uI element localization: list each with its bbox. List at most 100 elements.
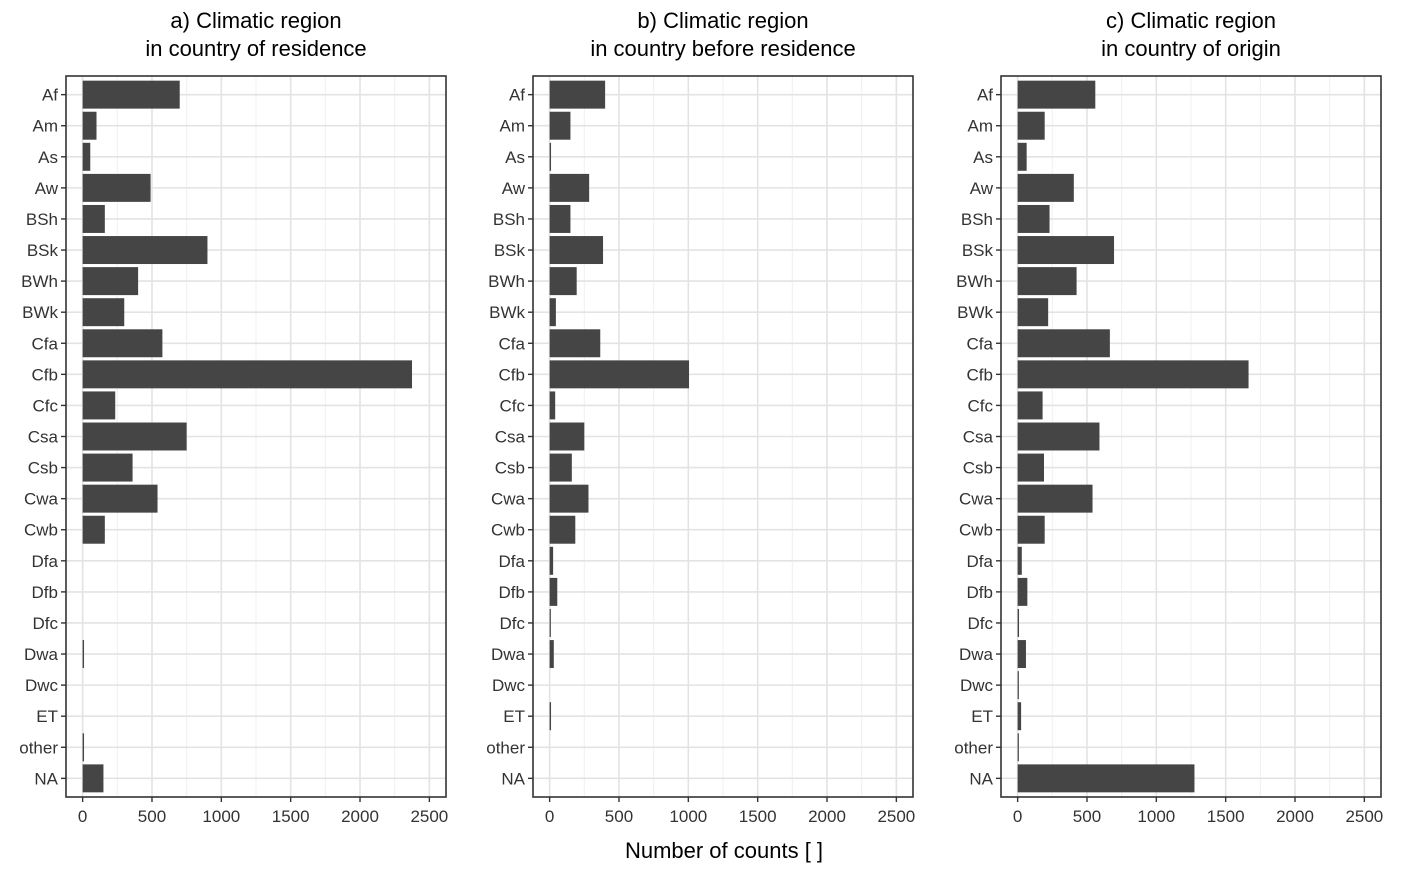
bar-Cfc [82,391,116,420]
y-tick-label: Cwa [959,490,994,509]
bar-Dfb [549,577,558,606]
bar-BSh [549,204,571,233]
x-tick-label: 1000 [669,807,707,826]
y-tick-label: Dfc [968,614,994,633]
bar-Csb [1017,453,1044,482]
panel-title-line: a) Climatic region [170,8,341,33]
bar-Csa [549,422,585,451]
bar-Aw [549,173,590,202]
y-tick-label: BSh [26,210,58,229]
y-tick-label: Dwc [960,676,994,695]
bar-Dfa [1017,546,1022,575]
y-tick-label: Cfa [32,334,59,353]
x-tick-label: 0 [1013,807,1022,826]
y-tick-label: NA [34,769,58,788]
y-tick-label: Dwa [959,645,994,664]
y-tick-label: Dfa [499,552,526,571]
y-tick-label: BSk [27,241,59,260]
bar-Am [1017,111,1045,140]
bar-Aw [82,173,151,202]
bar-Cfb [1017,360,1249,389]
bar-Dwc [1017,671,1019,700]
y-tick-label: Cwa [491,490,526,509]
panel-title-line: in country before residence [590,36,855,61]
panel-title-line: in country of origin [1101,36,1281,61]
x-tick-label: 2500 [410,807,448,826]
y-tick-label: Csb [495,459,525,478]
y-tick-label: BSk [962,241,994,260]
x-tick-label: 1000 [202,807,240,826]
y-tick-label: Am [500,117,526,136]
bar-Cwa [82,484,158,513]
bar-BWk [1017,298,1049,327]
bar-As [82,142,91,171]
bar-Dwa [82,640,85,669]
y-tick-label: Dwa [491,645,526,664]
y-tick-label: BWh [956,272,993,291]
y-tick-label: other [954,738,993,757]
x-tick-label: 1000 [1137,807,1175,826]
bar-Af [1017,80,1096,109]
bar-BSk [1017,236,1115,265]
y-tick-label: Cfb [967,365,993,384]
y-tick-label: Dfc [500,614,526,633]
y-tick-label: ET [36,707,58,726]
bar-Am [549,111,571,140]
x-tick-label: 0 [545,807,554,826]
bar-Csb [549,453,572,482]
bar-Csa [1017,422,1100,451]
y-tick-label: Cfc [500,396,526,415]
y-tick-label: Af [42,86,58,105]
bar-As [1017,142,1027,171]
bar-BSk [549,236,604,265]
y-tick-label: As [38,148,58,167]
bar-Cwb [549,515,576,544]
x-tick-label: 0 [78,807,87,826]
y-tick-label: As [973,148,993,167]
panel-residence: Af Am As Aw BSh BSk BWh BWk Cfa Cfb Cfc Csa Csb Cwa Cw… [19,8,448,826]
bar-BSk [82,236,208,265]
x-axis-title: Number of counts [ ] [625,838,823,863]
y-tick-label: Dwa [24,645,59,664]
bar-Aw [1017,173,1074,202]
y-tick-label: Dfb [967,583,993,602]
bar-BWk [82,298,125,327]
x-tick-label: 1500 [272,807,310,826]
y-tick-label: Cfa [499,334,526,353]
y-tick-label: BWk [957,303,993,322]
bar-Dwa [549,640,554,669]
x-tick-label: 2000 [341,807,379,826]
bar-Dfb [1017,577,1028,606]
bar-Af [549,80,606,109]
y-tick-label: NA [501,769,525,788]
y-tick-label: ET [503,707,525,726]
bar-NA [82,764,104,793]
y-tick-label: Cwb [491,521,525,540]
y-tick-label: Af [977,86,993,105]
x-tick-label: 2500 [1345,807,1383,826]
y-tick-label: Dfa [32,552,59,571]
bar-BSh [1017,204,1050,233]
y-tick-label: Dwc [492,676,526,695]
y-tick-label: Af [509,86,525,105]
bar-ET [549,702,552,731]
y-tick-label: Dfb [32,583,58,602]
bar-Dfc [549,608,551,637]
y-tick-label: ET [971,707,993,726]
bar-BSh [82,204,105,233]
y-tick-label: Am [968,117,994,136]
x-tick-label: 2000 [808,807,846,826]
bar-Cfb [82,360,413,389]
y-tick-label: Dfa [967,552,994,571]
bar-Cwb [82,515,105,544]
y-tick-label: other [486,738,525,757]
bar-BWk [549,298,556,327]
panel-before-residence: Af Am As Aw BSh BSk BWh BWk Cfa Cfb Cfc Csa Csb Cwa Cw… [486,8,915,826]
y-tick-label: Cwb [24,521,58,540]
bar-Af [82,80,180,109]
y-tick-label: Cfa [967,334,994,353]
y-tick-label: BSk [494,241,526,260]
y-tick-label: BWk [22,303,58,322]
bar-As [549,142,552,171]
